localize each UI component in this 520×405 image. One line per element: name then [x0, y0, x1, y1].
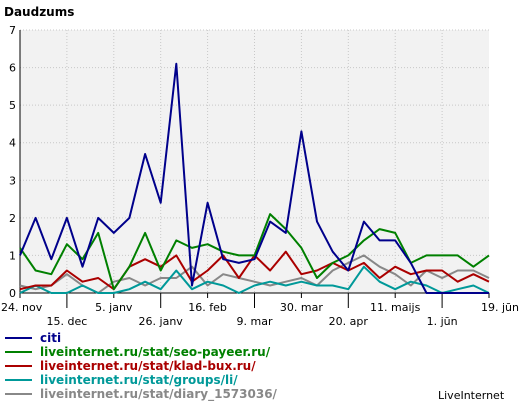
x-tick-label: 20. apr [329, 315, 369, 328]
x-tick-label: 15. dec [47, 315, 88, 328]
legend-label-2: liveinternet.ru/stat/klad-bux.ru/ [40, 359, 256, 373]
legend-label-0: citi [40, 331, 61, 345]
tick-labels: 0 1 2 3 4 5 6 7 24. nov 15. dec 5. janv 26. janv 16.… [1, 24, 519, 328]
x-tick-label: 16. feb [188, 301, 227, 314]
x-tick-label: 19. jūn [481, 301, 519, 314]
legend-label-4: liveinternet.ru/stat/diary_1573036/ [40, 387, 278, 402]
legend-label-3: liveinternet.ru/stat/groups/li/ [40, 373, 238, 387]
x-tick-label: 9. mar [237, 315, 273, 328]
legend-label-1: liveinternet.ru/stat/seo-payeer.ru/ [40, 345, 271, 359]
legend: citiliveinternet.ru/stat/seo-payeer.ru/l… [5, 331, 278, 402]
y-tick-label: 0 [9, 287, 16, 300]
x-tick-label: 26. janv [139, 315, 184, 328]
y-tick-label: 2 [9, 212, 16, 225]
y-tick-label: 5 [9, 99, 16, 112]
x-tick-label: 30. mar [280, 301, 323, 314]
brand-label: LiveInternet [438, 389, 505, 402]
y-tick-label: 7 [9, 24, 16, 37]
x-tick-label: 11. maijs [370, 301, 421, 314]
chart-title: Daudzums [4, 5, 74, 19]
series-line-0 [19, 62, 489, 294]
grid [20, 29, 489, 293]
x-tick-label: 1. jūn [427, 315, 458, 328]
series-lines [19, 62, 490, 294]
y-tick-label: 4 [9, 137, 16, 150]
series-line-3 [19, 265, 490, 294]
x-tick-label: 5. janv [95, 301, 133, 314]
y-tick-label: 3 [9, 174, 16, 187]
y-tick-label: 1 [9, 249, 16, 262]
y-tick-label: 6 [9, 62, 16, 75]
x-tick-label: 24. nov [1, 301, 43, 314]
